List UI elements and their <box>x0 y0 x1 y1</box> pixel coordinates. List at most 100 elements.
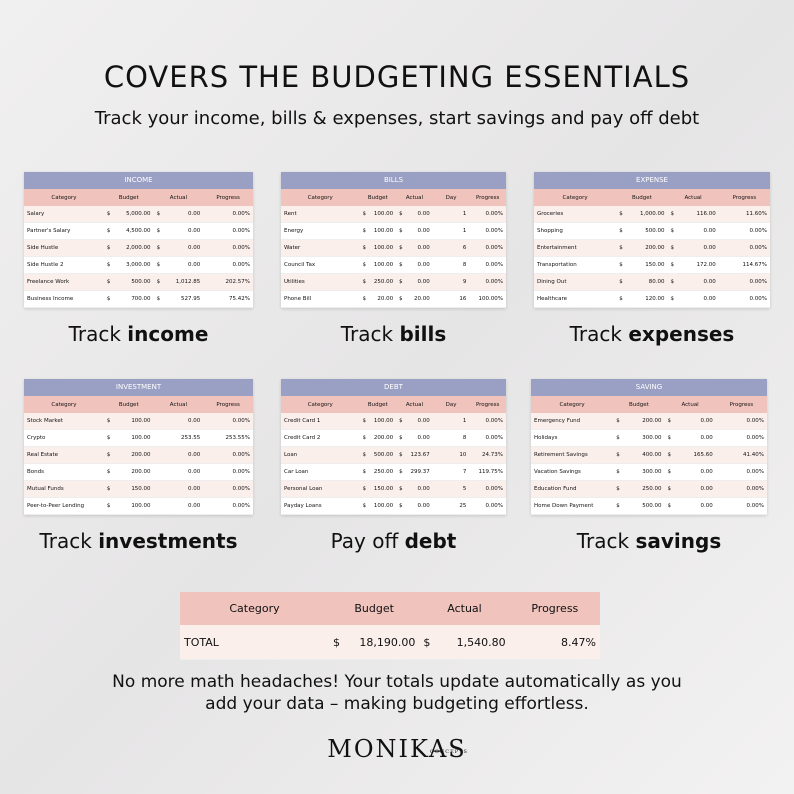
cell: 0.00% <box>715 463 767 481</box>
row: Council Tax $100.00 $0.00 8 0.00% <box>281 256 506 274</box>
cell-text: 1 <box>462 228 467 234</box>
cell: 0.00% <box>203 222 253 240</box>
row: Credit Card 2 $200.00 $0.00 8 0.00% <box>281 429 506 447</box>
amount: $250.00 <box>616 486 661 492</box>
cell-text: 0.00% <box>232 228 250 234</box>
cell: $200.00 <box>359 429 397 447</box>
amount-value: 80.00 <box>648 279 665 285</box>
amount-value: 100.00 <box>131 418 151 424</box>
amount: $0.00 <box>157 228 201 234</box>
cell: $120.00 <box>616 290 668 308</box>
amount-value: 0.00 <box>417 262 430 268</box>
cell: Business Income <box>24 290 104 308</box>
table-title: BILLS <box>281 172 506 189</box>
cell-text: Holidays <box>534 435 558 441</box>
row: TOTAL $18,190.00 $1,540.80 8.47% <box>180 625 600 660</box>
amount-value: 3,000.00 <box>126 262 151 268</box>
cell: 0.00% <box>203 446 253 464</box>
cell: 0.00% <box>203 413 253 430</box>
currency: $ <box>156 245 161 251</box>
currency: $ <box>399 418 403 424</box>
cell: 0.00% <box>469 206 506 223</box>
cell-text: 100.00% <box>478 296 503 302</box>
currency: $ <box>399 503 403 509</box>
cell: $300.00 <box>613 463 665 481</box>
amount: $250.00 <box>363 279 394 285</box>
cell-text: 75.42% <box>229 296 250 302</box>
currency: $ <box>156 296 161 302</box>
currency: $ <box>670 245 674 251</box>
cell: 1 <box>432 222 470 240</box>
amount-value: 500.00 <box>642 503 662 509</box>
cell: 8 <box>432 256 470 274</box>
amount-value: 0.00 <box>188 211 201 217</box>
row: Mutual Funds $150.00 0.00 0.00% <box>24 480 253 498</box>
amount-value: 527.95 <box>181 296 201 302</box>
caption-text: Track <box>68 322 121 346</box>
table-panel: EXPENSE Category Budget Actual Progress Groce… <box>534 172 770 308</box>
amount-value: 123.67 <box>410 452 430 458</box>
cell-text: 41.40% <box>743 452 764 458</box>
cell-text: 114.67% <box>742 262 767 268</box>
table-panel: DEBT Category Budget Actual Day Progress Credi… <box>281 379 506 515</box>
table-panel: BILLS Category Budget Actual Day Progress Rent… <box>281 172 506 308</box>
amount: $299.37 <box>399 469 430 475</box>
amount-value: 100.00 <box>373 503 394 509</box>
cell-text: 8 <box>462 435 467 441</box>
cell: $0.00 <box>664 463 716 481</box>
cell-text: 253.55 <box>181 435 201 441</box>
row: Crypto $100.00 253.55 253.55% <box>24 429 253 447</box>
caption-bold: savings <box>635 529 722 553</box>
amount: $1,000.00 <box>619 211 664 217</box>
amount: $100.00 <box>107 503 151 509</box>
column-header: Budget <box>359 189 397 206</box>
cell: 0.00% <box>715 429 767 447</box>
cell: Stock Market <box>24 413 104 430</box>
amount: $0.00 <box>399 486 430 492</box>
amount: $1,012.85 <box>157 279 201 285</box>
cell-text: Energy <box>284 228 304 234</box>
amount-value: 1,540.80 <box>456 635 506 649</box>
cell: $20.00 <box>396 290 433 308</box>
currency: $ <box>399 211 403 217</box>
currency: $ <box>156 211 161 217</box>
caption-bold: bills <box>399 322 447 346</box>
cell-text: 24.73% <box>482 452 503 458</box>
amount-value: 1,012.85 <box>175 279 201 285</box>
table-title: INCOME <box>24 172 253 189</box>
amount-value: 0.00 <box>703 245 716 251</box>
cell: 0.00 <box>153 497 204 515</box>
amount-value: 200.00 <box>645 245 665 251</box>
currency: $ <box>106 435 111 441</box>
cell: 0.00% <box>203 256 253 274</box>
amount: $200.00 <box>107 452 151 458</box>
cell: $0.00 <box>664 429 716 447</box>
cell: Energy <box>281 222 360 240</box>
row: Energy $100.00 $0.00 1 0.00% <box>281 222 506 240</box>
currency: $ <box>619 296 623 302</box>
cell-text: 0.00% <box>749 228 767 234</box>
currency: $ <box>362 486 367 492</box>
cell: $150.00 <box>103 480 154 498</box>
cell: Car Loan <box>281 463 360 481</box>
cell: Retirement Savings <box>531 446 614 464</box>
cell-text: Transportation <box>537 262 577 268</box>
cell-text: 1 <box>462 418 467 424</box>
cell: $150.00 <box>359 480 397 498</box>
cell: 41.40% <box>715 446 767 464</box>
row: Partner's Salary $4,500.00 $0.00 0.00% <box>24 222 253 240</box>
cell-text: Personal Loan <box>284 486 323 492</box>
amount-value: 500.00 <box>373 452 394 458</box>
cell: TOTAL <box>180 625 329 660</box>
amount: $5,000.00 <box>107 211 151 217</box>
cell: $100.00 <box>359 256 397 274</box>
row: Home Down Payment $500.00 $0.00 0.00% <box>531 497 767 515</box>
column-header: Actual <box>667 189 719 206</box>
cell: $100.00 <box>103 429 154 447</box>
cell: $0.00 <box>396 222 433 240</box>
column-header: Progress <box>203 396 253 413</box>
cell-text: 0.00% <box>232 486 250 492</box>
amount-value: 700.00 <box>131 296 151 302</box>
cell: 7 <box>432 463 470 481</box>
